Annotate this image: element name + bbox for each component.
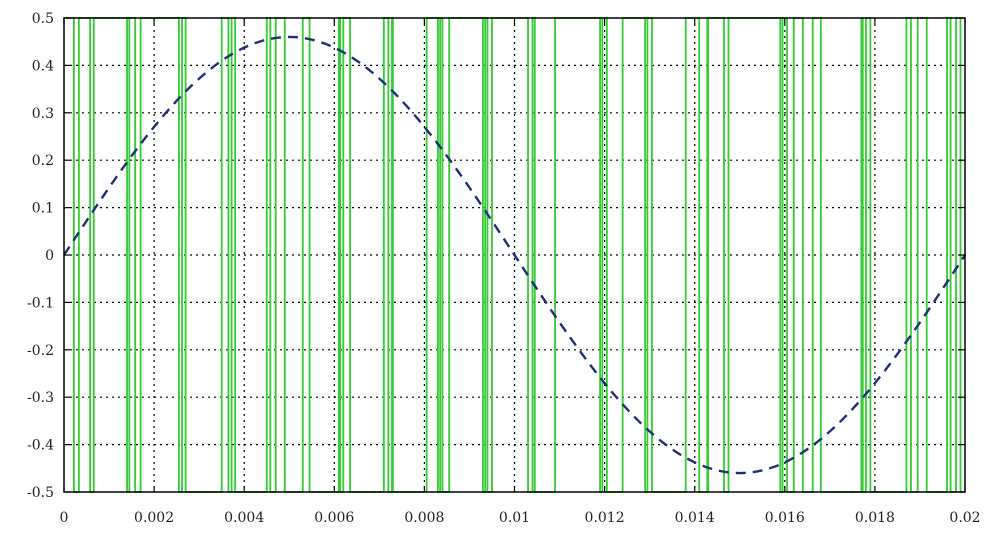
x-tick-label: 0.016 [765, 510, 805, 526]
x-tick-label: 0.01 [499, 510, 530, 526]
y-axis-tick-labels: 0.5 0.4 0.3 0.2 0.1 0 -0.1 -0.2 -0.3 -0.4 -0.5 [27, 11, 54, 501]
x-tick-label: 0.004 [224, 510, 264, 526]
y-tick-label: 0.2 [32, 153, 54, 169]
y-tick-label: -0.2 [27, 343, 54, 359]
y-tick-label: 0.1 [32, 201, 54, 217]
x-tick-label: 0.02 [949, 510, 980, 526]
x-tick-label: 0.012 [585, 510, 625, 526]
y-tick-label: -0.3 [27, 390, 54, 406]
sine-reference-series [62, 35, 967, 475]
x-tick-label: 0.014 [675, 510, 715, 526]
y-tick-label: -0.4 [27, 438, 54, 454]
x-tick-label: 0.018 [855, 510, 895, 526]
y-tick-label: 0.5 [32, 11, 54, 27]
y-tick-label: -0.5 [27, 485, 54, 501]
x-tick-label: 0.008 [404, 510, 444, 526]
y-tick-label: -0.1 [27, 295, 54, 311]
x-axis-tick-labels: 0 0.002 0.004 0.006 0.008 0.01 0.012 0.014 0.016… [60, 510, 981, 526]
y-tick-label: 0.4 [32, 58, 54, 74]
y-tick-label: 0 [45, 248, 54, 264]
x-tick-label: 0 [60, 510, 69, 526]
x-tick-label: 0.006 [314, 510, 354, 526]
x-tick-label: 0.002 [134, 510, 174, 526]
y-tick-label: 0.3 [32, 106, 54, 122]
tick-marks [63, 17, 966, 493]
grid [64, 18, 965, 492]
